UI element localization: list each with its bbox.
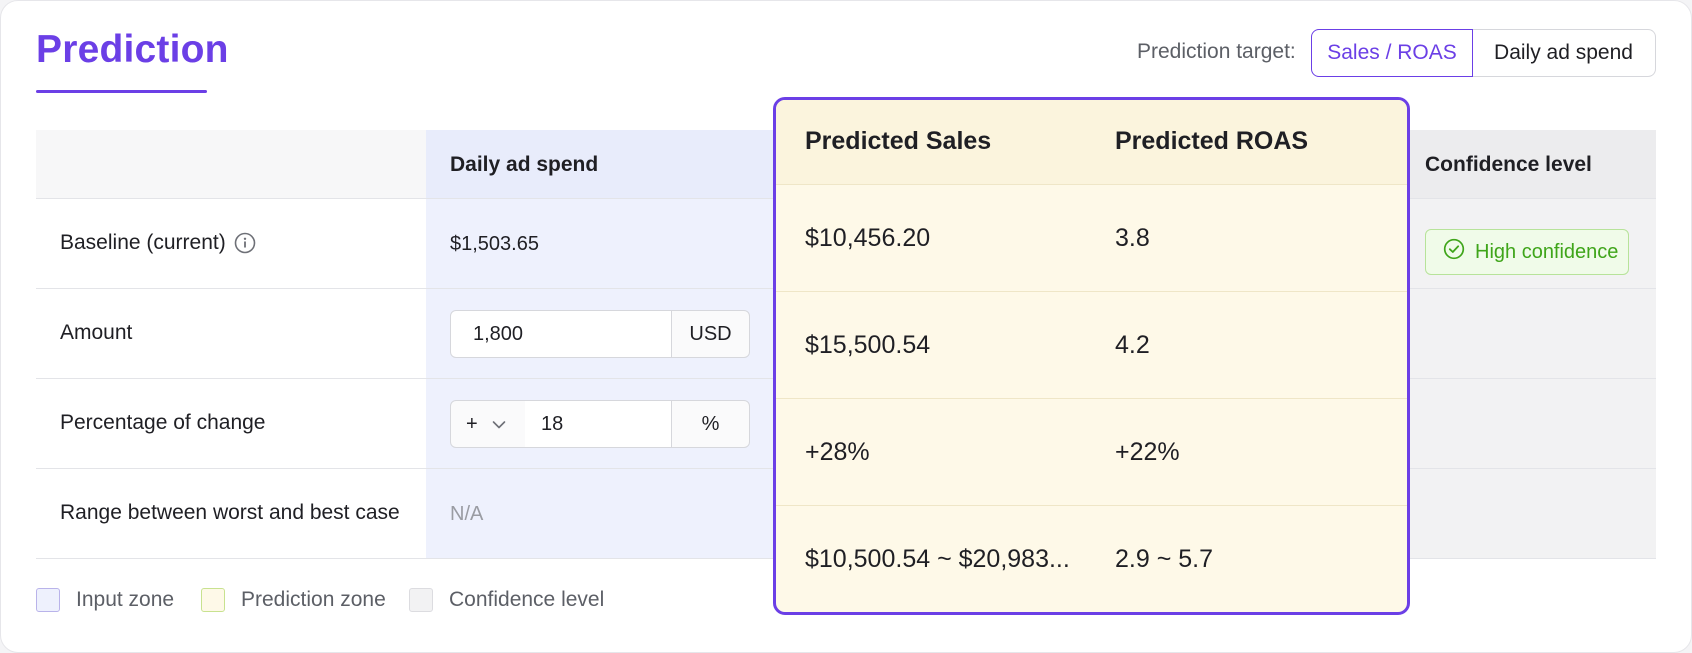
change-sign-select[interactable]: + <box>450 400 526 448</box>
legend-item-input-zone: Input zone <box>36 588 174 612</box>
prediction-target-label: Prediction target: <box>1137 40 1296 63</box>
predicted-roas-range: 2.9 ~ 5.7 <box>1115 545 1213 573</box>
confidence-badge-label: High confidence <box>1475 240 1619 263</box>
change-sign-value: + <box>466 412 478 435</box>
info-icon[interactable] <box>234 232 256 254</box>
header-predicted-roas: Predicted ROAS <box>1115 127 1309 155</box>
legend-swatch <box>409 588 433 612</box>
predicted-sales-baseline: $10,456.20 <box>805 224 931 252</box>
header-daily-ad-spend: Daily ad spend <box>450 153 599 176</box>
row-label-range: Range between worst and best case <box>60 501 400 524</box>
predicted-sales-amount: $15,500.54 <box>805 331 931 359</box>
legend-label: Confidence level <box>449 588 605 611</box>
percentage-input[interactable]: 18 <box>525 400 672 448</box>
prediction-zone-header <box>776 100 1407 184</box>
confidence-zone-header <box>1408 130 1656 198</box>
legend-label: Input zone <box>76 588 175 611</box>
baseline-label: Baseline (current) <box>60 231 226 254</box>
predicted-sales-change: +28% <box>805 438 870 466</box>
baseline-spend-value: $1,503.65 <box>450 233 539 255</box>
predicted-roas-change: +22% <box>1115 438 1180 466</box>
input-zone-header <box>426 130 774 198</box>
predicted-roas-baseline: 3.8 <box>1115 224 1150 252</box>
table-header-row <box>36 130 426 198</box>
amount-input[interactable]: 1,800 <box>450 310 672 358</box>
amount-unit: USD <box>671 310 750 358</box>
prediction-row-divider <box>776 184 1407 185</box>
target-option-daily-ad-spend[interactable]: Daily ad spend <box>1472 29 1656 77</box>
legend-item-confidence-level: Confidence level <box>409 588 604 612</box>
row-label-baseline: Baseline (current) <box>60 231 256 255</box>
row-label-amount: Amount <box>60 321 133 344</box>
prediction-row-divider <box>776 291 1407 292</box>
legend-item-prediction-zone: Prediction zone <box>201 588 386 612</box>
legend-label: Prediction zone <box>241 588 386 611</box>
chevron-down-icon <box>492 413 506 436</box>
confidence-zone <box>1408 130 1656 558</box>
title-underline <box>36 90 207 93</box>
range-spend-value: N/A <box>450 503 484 525</box>
confidence-badge: High confidence <box>1425 229 1629 275</box>
row-label-percentage: Percentage of change <box>60 411 266 434</box>
check-circle-icon <box>1443 238 1465 266</box>
page-title: Prediction <box>36 28 229 71</box>
prediction-row-divider <box>776 505 1407 506</box>
target-option-sales-roas[interactable]: Sales / ROAS <box>1311 29 1473 77</box>
prediction-zone: Predicted Sales Predicted ROAS $10,456.2… <box>773 97 1410 615</box>
legend-swatch <box>201 588 225 612</box>
header-predicted-sales: Predicted Sales <box>805 127 992 155</box>
prediction-row-divider <box>776 398 1407 399</box>
predicted-roas-amount: 4.2 <box>1115 331 1150 359</box>
predicted-sales-range: $10,500.54 ~ $20,983... <box>805 545 1070 573</box>
header-confidence-level: Confidence level <box>1425 153 1592 176</box>
legend-swatch <box>36 588 60 612</box>
percentage-unit: % <box>671 400 750 448</box>
